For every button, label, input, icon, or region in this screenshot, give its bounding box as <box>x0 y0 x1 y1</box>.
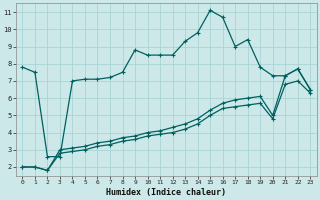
X-axis label: Humidex (Indice chaleur): Humidex (Indice chaleur) <box>106 188 226 197</box>
